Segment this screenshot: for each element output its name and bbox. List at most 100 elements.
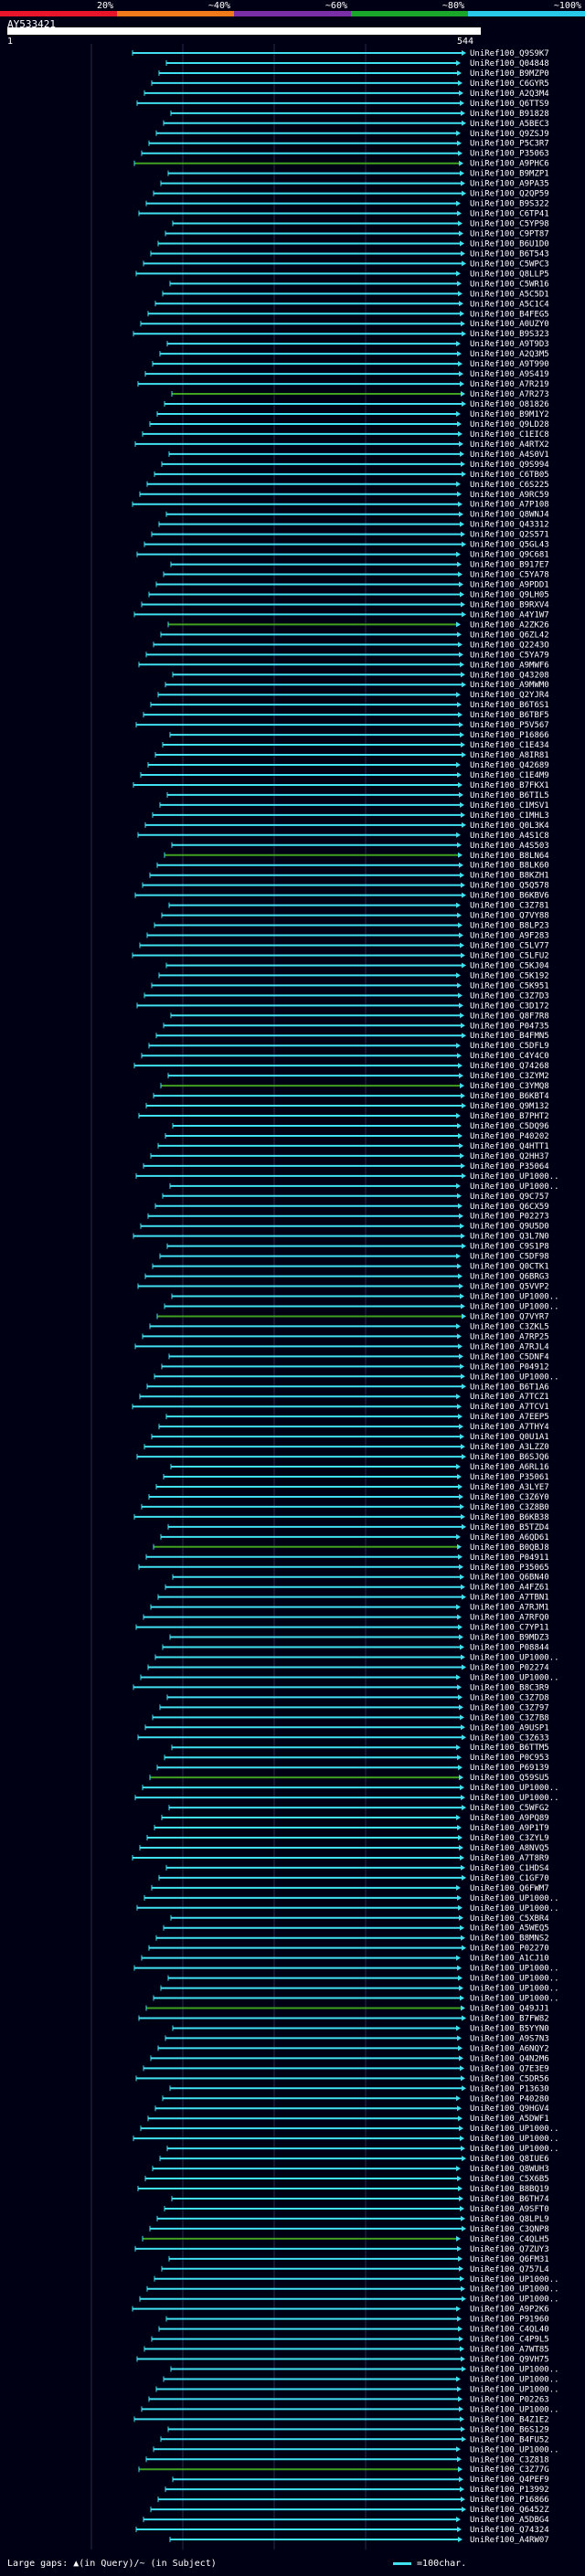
hit-label[interactable]: UniRef100_A9P1T9	[470, 1824, 549, 1833]
hit-label[interactable]: UniRef100_A6RL16	[470, 1463, 549, 1472]
hit-label[interactable]: UniRef100_P02274	[470, 1663, 549, 1672]
hit-label[interactable]: UniRef100_B8LN64	[470, 852, 549, 861]
hit-label[interactable]: UniRef100_A9S419	[470, 370, 549, 379]
hit-label[interactable]: UniRef100_Q7VY88	[470, 912, 549, 921]
hit-label[interactable]: UniRef100_A2ZK26	[470, 620, 549, 630]
hit-label[interactable]: UniRef100_UP1000..	[470, 2145, 559, 2154]
hit-label[interactable]: UniRef100_C5LFU2	[470, 951, 549, 960]
hit-label[interactable]: UniRef100_C5WFG2	[470, 1804, 549, 1813]
hit-label[interactable]: UniRef100_A7TCV1	[470, 1403, 549, 1412]
hit-label[interactable]: UniRef100_B8LK60	[470, 862, 549, 871]
hit-label[interactable]: UniRef100_UP1000..	[470, 1172, 559, 1182]
hit-label[interactable]: UniRef100_B4Z1E2	[470, 2415, 549, 2424]
hit-label[interactable]: UniRef100_A4S1C8	[470, 832, 549, 841]
hit-label[interactable]: UniRef100_A7T8R9	[470, 1854, 549, 1863]
hit-label[interactable]: UniRef100_B5TZD4	[470, 1523, 549, 1532]
hit-label[interactable]: UniRef100_A5WEQ5	[470, 1924, 549, 1934]
hit-label[interactable]: UniRef100_Q8WNJ4	[470, 511, 549, 520]
hit-label[interactable]: UniRef100_A7R273	[470, 390, 549, 399]
hit-label[interactable]: UniRef100_Q7VYR7	[470, 1312, 549, 1321]
hit-label[interactable]: UniRef100_A9PA35	[470, 180, 549, 189]
hit-label[interactable]: UniRef100_UP1000..	[470, 2135, 559, 2144]
hit-label[interactable]: UniRef100_B6KBT4	[470, 1092, 549, 1101]
hit-label[interactable]: UniRef100_P04911	[470, 1553, 549, 1563]
hit-label[interactable]: UniRef100_A8IR81	[470, 751, 549, 760]
hit-label[interactable]: UniRef100_Q9M132	[470, 1102, 549, 1111]
hit-label[interactable]: UniRef100_Q2QP59	[470, 190, 549, 199]
hit-label[interactable]: UniRef100_C6TP41	[470, 210, 549, 219]
hit-label[interactable]: UniRef100_UP1000..	[470, 1302, 559, 1311]
hit-label[interactable]: UniRef100_Q9HGV4	[470, 2104, 549, 2114]
hit-label[interactable]: UniRef100_A9PQ89	[470, 1814, 549, 1823]
hit-label[interactable]: UniRef100_P13630	[470, 2084, 549, 2094]
hit-label[interactable]: UniRef100_Q757L4	[470, 2265, 549, 2274]
hit-label[interactable]: UniRef100_B6TIL5	[470, 791, 549, 800]
hit-label[interactable]: UniRef100_C9S1P8	[470, 1243, 549, 1252]
hit-label[interactable]: UniRef100_Q6BRG3	[470, 1273, 549, 1282]
hit-label[interactable]: UniRef100_Q42689	[470, 761, 549, 770]
hit-label[interactable]: UniRef100_UP1000..	[470, 2445, 559, 2454]
hit-label[interactable]: UniRef100_B9MZP1	[470, 170, 549, 179]
hit-label[interactable]: UniRef100_UP1000..	[470, 1373, 559, 1382]
hit-label[interactable]: UniRef100_C4QLH5	[470, 2235, 549, 2244]
hit-label[interactable]: UniRef100_B9MZP0	[470, 69, 549, 79]
hit-label[interactable]: UniRef100_C4Y4C0	[470, 1052, 549, 1061]
hit-label[interactable]: UniRef100_C3Z797	[470, 1703, 549, 1712]
hit-label[interactable]: UniRef100_C6GYR5	[470, 80, 549, 89]
hit-label[interactable]: UniRef100_P08844	[470, 1644, 549, 1653]
hit-label[interactable]: UniRef100_C5X6B5	[470, 2175, 549, 2184]
hit-label[interactable]: UniRef100_Q6FM31	[470, 2255, 549, 2264]
hit-label[interactable]: UniRef100_Q9C681	[470, 551, 549, 560]
hit-label[interactable]: UniRef100_B9S323	[470, 330, 549, 339]
hit-label[interactable]: UniRef100_B9M1Y2	[470, 410, 549, 419]
hit-label[interactable]: UniRef100_P16866	[470, 2496, 549, 2505]
hit-label[interactable]: UniRef100_A6QD61	[470, 1533, 549, 1542]
hit-label[interactable]: UniRef100_Q5GL43	[470, 541, 549, 550]
hit-label[interactable]: UniRef100_Q8LPL9	[470, 2215, 549, 2224]
hit-label[interactable]: UniRef100_A9P2K6	[470, 2306, 549, 2315]
hit-label[interactable]: UniRef100_A4Y1W7	[470, 610, 549, 620]
hit-label[interactable]: UniRef100_B0QBJ8	[470, 1543, 549, 1553]
hit-label[interactable]: UniRef100_A3LZZ0	[470, 1443, 549, 1452]
hit-label[interactable]: UniRef100_Q49JJ1	[470, 2005, 549, 2014]
hit-label[interactable]: UniRef100_A5C1C4	[470, 300, 549, 309]
hit-label[interactable]: UniRef100_B6T6S1	[470, 701, 549, 710]
hit-label[interactable]: UniRef100_A9S7N3	[470, 2034, 549, 2043]
hit-label[interactable]: UniRef100_B7FW82	[470, 2014, 549, 2023]
hit-label[interactable]: UniRef100_A9PDD1	[470, 581, 549, 590]
hit-label[interactable]: UniRef100_UP1000..	[470, 1894, 559, 1903]
hit-label[interactable]: UniRef100_Q4PEF9	[470, 2475, 549, 2485]
hit-label[interactable]: UniRef100_C3ZYL9	[470, 1834, 549, 1843]
hit-label[interactable]: UniRef100_C1GF70	[470, 1874, 549, 1883]
hit-label[interactable]: UniRef100_A7RP25	[470, 1332, 549, 1341]
hit-label[interactable]: UniRef100_P35064	[470, 1162, 549, 1171]
hit-label[interactable]: UniRef100_C3QNP8	[470, 2225, 549, 2234]
hit-label[interactable]: UniRef100_Q74268	[470, 1062, 549, 1071]
hit-label[interactable]: UniRef100_A4FZ61	[470, 1584, 549, 1593]
hit-label[interactable]: UniRef100_Q5Q578	[470, 882, 549, 891]
hit-label[interactable]: UniRef100_P35063	[470, 150, 549, 159]
hit-label[interactable]: UniRef100_Q4N2M6	[470, 2054, 549, 2063]
hit-label[interactable]: UniRef100_A4S503	[470, 842, 549, 851]
hit-label[interactable]: UniRef100_Q4HTT1	[470, 1142, 549, 1151]
hit-label[interactable]: UniRef100_Q9S9K7	[470, 49, 549, 58]
hit-label[interactable]: UniRef100_C6TB05	[470, 471, 549, 480]
hit-label[interactable]: UniRef100_A8NVQ5	[470, 1844, 549, 1853]
hit-label[interactable]: UniRef100_A0UZY0	[470, 320, 549, 329]
hit-label[interactable]: UniRef100_A4S0V1	[470, 451, 549, 460]
hit-label[interactable]: UniRef100_A9USP1	[470, 1723, 549, 1733]
hit-label[interactable]: UniRef100_C3D172	[470, 1002, 549, 1011]
hit-label[interactable]: UniRef100_C3Z633	[470, 1733, 549, 1743]
hit-label[interactable]: UniRef100_B4FMN5	[470, 1032, 549, 1041]
hit-label[interactable]: UniRef100_C5KJ04	[470, 961, 549, 970]
hit-label[interactable]: UniRef100_P5C3R7	[470, 140, 549, 149]
hit-label[interactable]: UniRef100_P13992	[470, 2486, 549, 2495]
hit-label[interactable]: UniRef100_P02263	[470, 2395, 549, 2404]
hit-label[interactable]: UniRef100_Q9ZSJ9	[470, 130, 549, 139]
hit-label[interactable]: UniRef100_B9S322	[470, 200, 549, 209]
hit-label[interactable]: UniRef100_C1MHL3	[470, 811, 549, 821]
hit-label[interactable]: UniRef100_B917E7	[470, 561, 549, 570]
hit-label[interactable]: UniRef100_UP1000..	[470, 2125, 559, 2134]
hit-label[interactable]: UniRef100_P35065	[470, 1564, 549, 1573]
hit-label[interactable]: UniRef100_P0C953	[470, 1754, 549, 1763]
